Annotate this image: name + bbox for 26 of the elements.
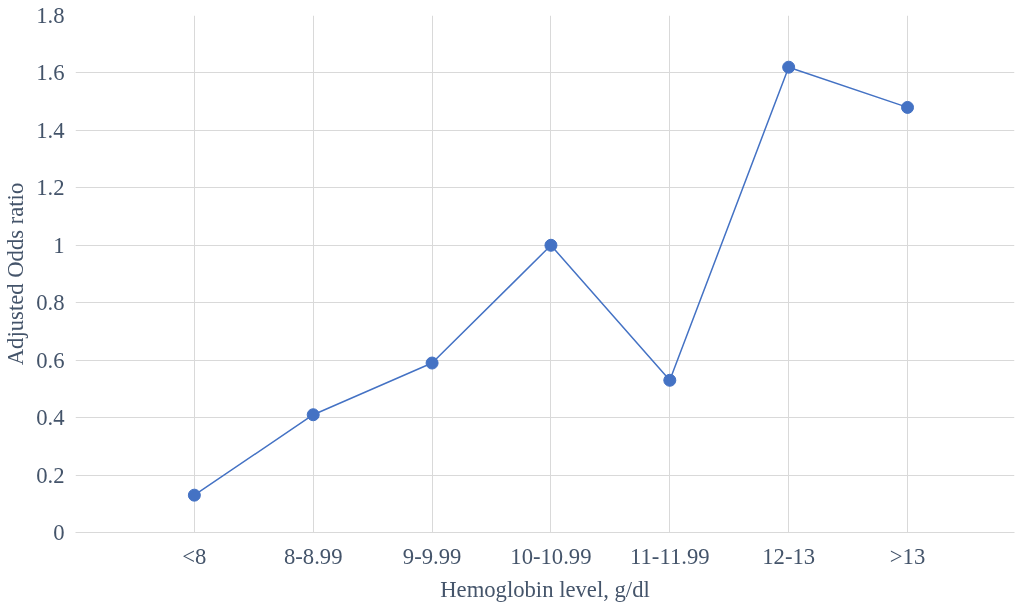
x-tick-label: 10-10.99 bbox=[510, 543, 592, 569]
y-tick-label: 0.6 bbox=[36, 347, 65, 373]
point bbox=[782, 60, 796, 74]
y-tick-label: 1.2 bbox=[36, 175, 65, 201]
x-tick-label: >13 bbox=[889, 543, 926, 569]
y-tick-label: 1.6 bbox=[36, 60, 65, 86]
x-axis-title: Hemoglobin level, g/dl bbox=[440, 576, 650, 602]
y-tick-label: 1 bbox=[53, 232, 65, 258]
point bbox=[187, 488, 201, 502]
y-tick-label: 1.8 bbox=[36, 3, 65, 28]
y-tick-label: 0.8 bbox=[36, 290, 65, 316]
x-tick-label: 11-11.99 bbox=[630, 543, 710, 569]
point bbox=[663, 373, 677, 387]
point bbox=[425, 356, 439, 370]
x-tick-label: 8-8.99 bbox=[283, 543, 343, 569]
x-tick-label: <8 bbox=[182, 543, 207, 569]
y-axis-title: Adjusted Odds ratio bbox=[3, 182, 29, 366]
y-tick-label: 1.4 bbox=[36, 117, 65, 143]
x-tick-label: 12-13 bbox=[762, 543, 816, 569]
y-tick-label: 0 bbox=[53, 520, 65, 545]
y-tick-label: 0.4 bbox=[36, 405, 65, 431]
point bbox=[901, 100, 915, 114]
point bbox=[544, 238, 558, 252]
point bbox=[306, 408, 320, 422]
y-tick-label: 0.2 bbox=[36, 462, 65, 488]
x-tick-label: 9-9.99 bbox=[402, 543, 462, 569]
